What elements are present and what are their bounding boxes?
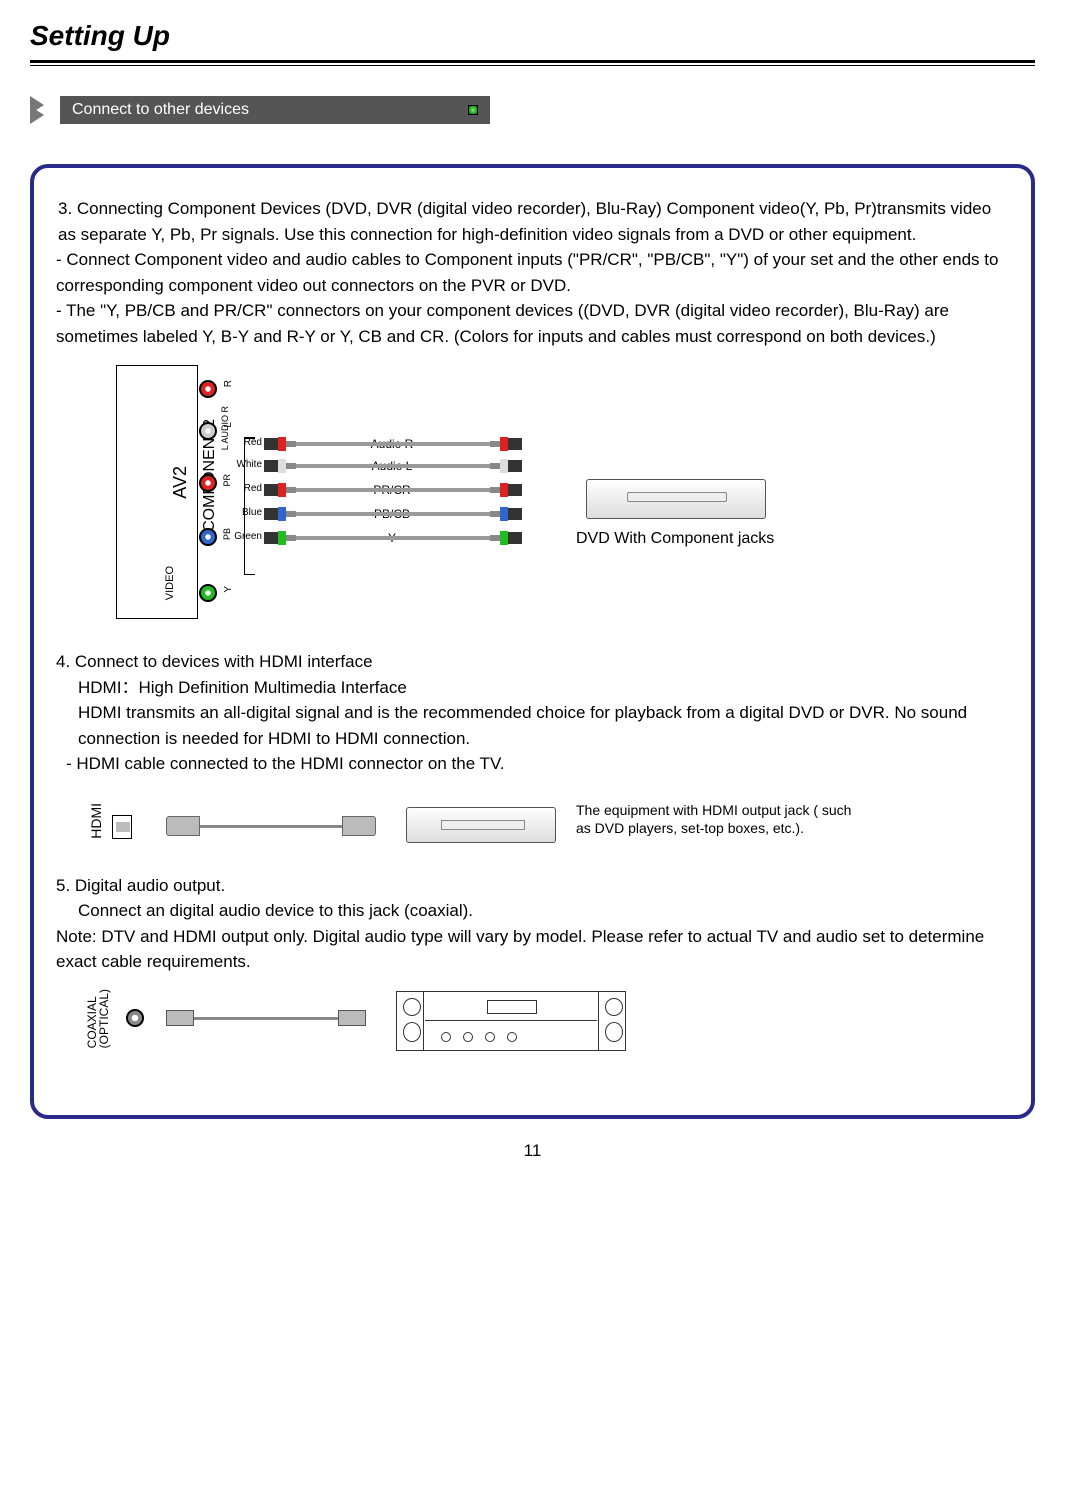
label-video: VIDEO bbox=[162, 566, 179, 600]
cable-color-5: Green bbox=[234, 529, 262, 544]
cable-color-2: White bbox=[234, 457, 262, 472]
page-title: Setting Up bbox=[30, 20, 1035, 52]
label-av2: AV2 bbox=[167, 466, 194, 499]
hdmi-note: The equipment with HDMI output jack ( su… bbox=[576, 801, 856, 839]
step4-line2: HDMI：High Definition Multimedia Interfac… bbox=[56, 675, 1009, 701]
jack-y bbox=[199, 584, 217, 602]
jack-pr bbox=[199, 474, 217, 492]
coax-port-icon bbox=[126, 1009, 144, 1027]
hdmi-device-icon bbox=[406, 807, 556, 843]
step5-note: Note: DTV and HDMI output only. Digital … bbox=[56, 924, 1009, 975]
step5-line2: Connect an digital audio device to this … bbox=[56, 898, 1009, 924]
page-number: 11 bbox=[30, 1141, 1035, 1161]
jack-pb bbox=[199, 528, 217, 546]
cable-pr bbox=[264, 483, 522, 497]
step5-lead: 5. Digital audio output. bbox=[56, 873, 1009, 899]
hdmi-port-icon bbox=[112, 815, 132, 839]
cable-pb bbox=[264, 507, 522, 521]
label-laudio: L AUDIO R bbox=[219, 406, 233, 450]
step4-line3: HDMI transmits an all-digital signal and… bbox=[56, 700, 1009, 751]
dvd-player-icon bbox=[586, 479, 766, 519]
step3-lead: 3. Connecting Component Devices (DVD, DV… bbox=[56, 196, 1009, 247]
cable-color-4: Blue bbox=[234, 505, 262, 520]
jlabel-r: R bbox=[221, 380, 236, 387]
cable-audio-l bbox=[264, 459, 522, 473]
jlabel-pb: PB bbox=[221, 528, 235, 540]
hdmi-diagram: HDMI The equipment with HDMI output jack… bbox=[86, 797, 1009, 867]
step3-bullet2: - The "Y, PB/CB and PR/CR" connectors on… bbox=[56, 298, 1009, 349]
coaxial-diagram: COAXIAL(OPTICAL) bbox=[86, 985, 1009, 1075]
label-coaxial: COAXIAL(OPTICAL) bbox=[86, 989, 110, 1048]
led-icon bbox=[468, 105, 478, 115]
title-rule bbox=[30, 60, 1035, 66]
jack-audio-r bbox=[199, 380, 217, 398]
dvd-caption: DVD With Component jacks bbox=[576, 527, 774, 551]
step3-bullet1: - Connect Component video and audio cabl… bbox=[56, 247, 1009, 298]
step4-bullet1: - HDMI cable connected to the HDMI conne… bbox=[56, 751, 1009, 777]
coax-cable-icon bbox=[166, 1009, 366, 1027]
component-diagram: COMPONENT2 AV2 VIDEO L AUDIO R R L PR PB… bbox=[76, 359, 1009, 639]
cable-color-3: Red bbox=[234, 481, 262, 496]
jlabel-pr: PR bbox=[221, 474, 235, 487]
content-frame: 3. Connecting Component Devices (DVD, DV… bbox=[30, 164, 1035, 1119]
cable-color-1: Red bbox=[234, 435, 262, 450]
section-header-bar: Connect to other devices bbox=[30, 96, 490, 124]
jlabel-l: L bbox=[221, 422, 236, 428]
hdmi-cable-icon bbox=[166, 813, 376, 839]
audio-amplifier-icon bbox=[396, 991, 626, 1051]
tv-input-panel: AV2 VIDEO L AUDIO R R L PR PB Y bbox=[116, 365, 198, 619]
jack-audio-l bbox=[199, 422, 217, 440]
section-header-label: Connect to other devices bbox=[72, 100, 249, 120]
arrow-icon bbox=[30, 96, 60, 124]
cable-audio-r bbox=[264, 437, 522, 451]
step4-lead: 4. Connect to devices with HDMI interfac… bbox=[56, 649, 1009, 675]
cable-y bbox=[264, 531, 522, 545]
jlabel-y: Y bbox=[221, 586, 236, 593]
label-hdmi: HDMI bbox=[86, 803, 107, 839]
